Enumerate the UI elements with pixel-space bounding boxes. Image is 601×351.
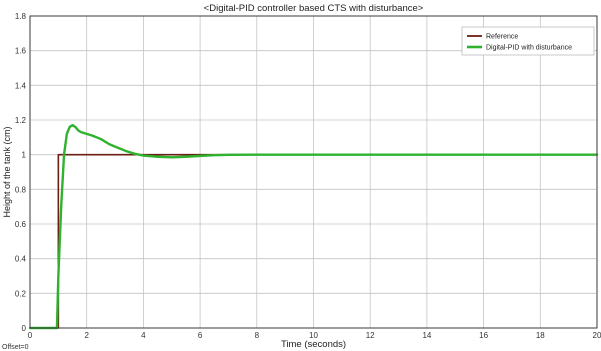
y-tick-label: 0.2 (15, 289, 27, 298)
x-tick-label: 18 (536, 331, 545, 340)
y-tick-label: 0.4 (15, 255, 27, 264)
y-tick-label: 1 (22, 151, 27, 160)
y-tick-label: 0.8 (15, 185, 27, 194)
x-tick-label: 6 (198, 331, 203, 340)
legend-label-0: Reference (486, 34, 518, 41)
offset-note: Offset=0 (2, 344, 29, 351)
y-tick-label: 0 (22, 324, 27, 333)
x-tick-label: 14 (422, 331, 431, 340)
y-axis-label: Height of the tank (cm) (2, 126, 12, 217)
y-tick-label: 1.8 (15, 12, 27, 21)
x-tick-label: 10 (309, 331, 318, 340)
x-tick-label: 2 (84, 331, 89, 340)
x-tick-label: 16 (479, 331, 488, 340)
x-tick-label: 0 (28, 331, 33, 340)
series-line-1 (28, 123, 599, 330)
x-tick-label: 8 (255, 331, 260, 340)
x-tick-label: 4 (141, 331, 146, 340)
x-tick-label: 20 (593, 331, 601, 340)
axes-frame (29, 15, 598, 329)
chart-title: <Digital-PID controller based CTS with d… (204, 3, 424, 14)
legend-box (461, 26, 595, 56)
y-tick-label: 1.2 (15, 116, 27, 125)
x-axis-label: Time (seconds) (281, 339, 346, 350)
y-tick-label: 0.6 (15, 220, 27, 229)
y-tick-label: 1.4 (15, 81, 27, 90)
x-tick-label: 12 (366, 331, 375, 340)
y-tick-label: 1.6 (15, 47, 27, 56)
legend-label-1: Digital-PID with disturbance (486, 45, 572, 52)
